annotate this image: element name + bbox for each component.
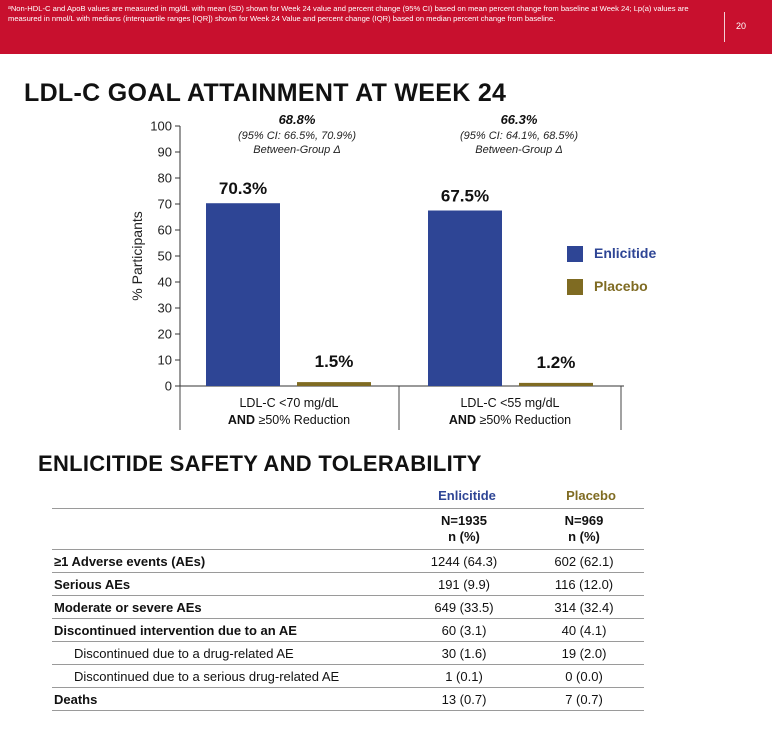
y-tick-label: 60 xyxy=(158,223,172,238)
data-label-placebo-1: 1.5% xyxy=(315,352,354,371)
annotation-note-1: Between-Group Δ xyxy=(253,144,340,156)
section-title-safety: ENLICITIDE SAFETY AND TOLERABILITY xyxy=(38,451,482,476)
y-tick-label: 20 xyxy=(158,327,172,342)
category-label-line2-1: AND ≥50% Reduction xyxy=(228,413,350,427)
n-cell-placebo: N=969 n (%) xyxy=(524,509,644,550)
y-tick-label: 30 xyxy=(158,301,172,316)
goal-attainment-chart: 0 10 20 30 40 50 60 70 80 90 100 % Participants 70.3… xyxy=(129,112,624,430)
annotation-ci-1: (95% CI: 66.5%, 70.9%) xyxy=(238,130,356,142)
safety-table: N=1935 n (%) N=969 n (%) ≥1 Adverse even… xyxy=(52,508,644,711)
row-value-enlicitide: 649 (33.5) xyxy=(434,599,494,615)
row-label: Serious AEs xyxy=(54,576,131,592)
bar-placebo-2 xyxy=(519,382,593,386)
row-label: ≥1 Adverse events (AEs) xyxy=(54,553,206,569)
row-value-placebo: 314 (32.4) xyxy=(554,599,614,615)
n-cell-enlicitide: N=1935 n (%) xyxy=(404,509,524,550)
annotation-note-2: Between-Group Δ xyxy=(475,144,562,156)
category-label-line2-2: AND ≥50% Reduction xyxy=(449,413,571,427)
header-bar: ᵃNon-HDL-C and ApoB values are measured … xyxy=(0,0,772,54)
y-tick-label: 100 xyxy=(150,119,172,134)
table-row: Discontinued due to a serious drug-relat… xyxy=(52,665,644,688)
row-value-enlicitide: 30 (1.6) xyxy=(441,645,487,661)
data-label-placebo-2: 1.2% xyxy=(537,353,576,372)
table-row: Discontinued intervention due to an AE 60… xyxy=(52,619,644,642)
data-label-enlicitide-2: 67.5% xyxy=(441,187,489,206)
bar-enlicitide-2 xyxy=(428,210,502,386)
y-tick-label: 80 xyxy=(158,171,172,186)
annotation-ci-2: (95% CI: 64.1%, 68.5%) xyxy=(460,130,578,142)
section-title-goal-attainment: LDL-C GOAL ATTAINMENT AT WEEK 24 xyxy=(24,79,507,107)
n-placebo: N=969 xyxy=(564,513,604,528)
y-tick-label: 0 xyxy=(165,379,172,394)
row-value-enlicitide: 1 (0.1) xyxy=(445,668,483,684)
row-value-enlicitide: 191 (9.9) xyxy=(437,576,491,592)
n-pct-enlicitide: n (%) xyxy=(448,529,480,544)
table-n-row: N=1935 n (%) N=969 n (%) xyxy=(52,508,644,550)
row-value-placebo: 602 (62.1) xyxy=(554,553,614,569)
row-label: Discontinued intervention due to an AE xyxy=(54,622,297,638)
row-value-enlicitide: 1244 (64.3) xyxy=(430,553,498,569)
column-header-placebo: Placebo xyxy=(566,488,616,503)
row-value-enlicitide: 13 (0.7) xyxy=(441,691,487,707)
row-label: Discontinued due to a serious drug-relat… xyxy=(74,668,340,684)
y-tick-label: 70 xyxy=(158,197,172,212)
y-tick-label: 10 xyxy=(158,353,172,368)
column-header-enlicitide: Enlicitide xyxy=(438,488,496,503)
category-label-line1-2: LDL-C <55 mg/dL xyxy=(460,396,559,410)
legend-label-enlicitide: Enlicitide xyxy=(594,245,657,261)
row-label: Moderate or severe AEs xyxy=(54,599,202,615)
table-row: Discontinued due to a drug-related AE 30 … xyxy=(52,642,644,665)
n-enlicitide: N=1935 xyxy=(441,513,487,528)
y-tick-label: 40 xyxy=(158,275,172,290)
bar-placebo-1 xyxy=(297,382,371,386)
annotation-value-1: 68.8% xyxy=(279,112,316,127)
y-axis-label: % Participants xyxy=(129,211,145,300)
row-label: Deaths xyxy=(54,691,98,707)
page-number: 20 xyxy=(736,21,747,31)
y-tick-label: 50 xyxy=(158,249,172,264)
table-row: Deaths 13 (0.7) 7 (0.7) xyxy=(52,688,644,711)
row-value-placebo: 0 (0.0) xyxy=(565,668,603,684)
footnote-text: ᵃNon-HDL-C and ApoB values are measured … xyxy=(8,4,689,23)
annotation-value-2: 66.3% xyxy=(501,112,538,127)
row-value-enlicitide: 60 (3.1) xyxy=(441,622,487,638)
category-label-line1-1: LDL-C <70 mg/dL xyxy=(239,396,338,410)
row-value-placebo: 19 (2.0) xyxy=(561,645,607,661)
legend-label-placebo: Placebo xyxy=(594,278,648,294)
data-label-enlicitide-1: 70.3% xyxy=(219,179,267,198)
row-value-placebo: 40 (4.1) xyxy=(561,622,607,638)
table-row: Moderate or severe AEs 649 (33.5) 314 (32.… xyxy=(52,596,644,619)
legend-swatch-enlicitide xyxy=(567,246,583,262)
table-n-label xyxy=(52,509,404,550)
n-pct-placebo: n (%) xyxy=(568,529,600,544)
table-row: ≥1 Adverse events (AEs) 1244 (64.3) 602 (6… xyxy=(52,550,644,573)
y-tick-label: 90 xyxy=(158,145,172,160)
row-value-placebo: 7 (0.7) xyxy=(565,691,603,707)
bar-enlicitide-1 xyxy=(206,203,280,386)
row-label: Discontinued due to a drug-related AE xyxy=(74,645,294,661)
row-value-placebo: 116 (12.0) xyxy=(554,576,614,592)
header-divider xyxy=(724,12,725,42)
table-row: Serious AEs 191 (9.9) 116 (12.0) xyxy=(52,573,644,596)
legend-swatch-placebo xyxy=(567,279,583,295)
